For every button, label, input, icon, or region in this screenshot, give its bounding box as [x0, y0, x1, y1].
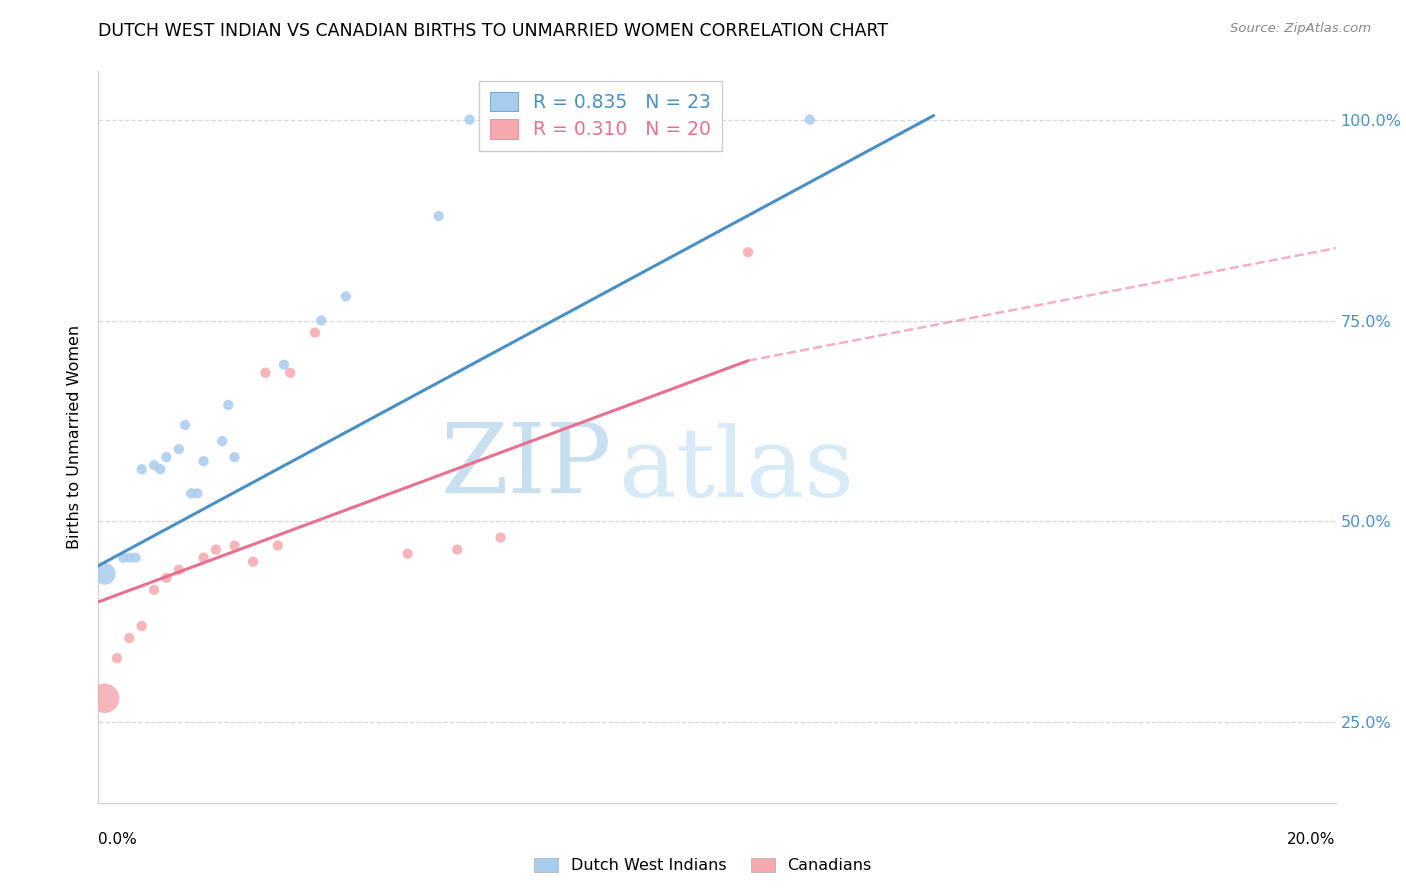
Point: [211, 434, 233, 449]
Point: [118, 550, 141, 565]
Point: [613, 112, 636, 127]
Legend: R = 0.835   N = 23, R = 0.310   N = 20: R = 0.835 N = 23, R = 0.310 N = 20: [479, 81, 723, 151]
Point: [186, 486, 208, 500]
Point: [174, 417, 197, 432]
Legend: Dutch West Indians, Canadians: Dutch West Indians, Canadians: [529, 851, 877, 880]
Point: [167, 442, 190, 457]
Point: [737, 245, 759, 260]
Point: [118, 631, 141, 645]
Point: [273, 358, 295, 372]
Point: [254, 366, 277, 380]
Point: [427, 209, 450, 223]
Point: [180, 486, 202, 500]
Point: [105, 651, 128, 665]
Point: [217, 398, 239, 412]
Point: [675, 876, 697, 890]
Point: [224, 539, 246, 553]
Point: [489, 531, 512, 545]
Point: [396, 547, 419, 561]
Point: [267, 539, 290, 553]
Y-axis label: Births to Unmarried Women: Births to Unmarried Women: [67, 325, 83, 549]
Point: [93, 691, 115, 706]
Point: [799, 112, 821, 127]
Point: [93, 566, 115, 581]
Text: atlas: atlas: [619, 423, 853, 517]
Point: [278, 366, 301, 380]
Point: [131, 462, 153, 476]
Text: DUTCH WEST INDIAN VS CANADIAN BIRTHS TO UNMARRIED WOMEN CORRELATION CHART: DUTCH WEST INDIAN VS CANADIAN BIRTHS TO …: [98, 22, 889, 40]
Point: [131, 619, 153, 633]
Point: [458, 112, 481, 127]
Point: [205, 542, 228, 557]
Point: [143, 582, 166, 597]
Point: [124, 550, 146, 565]
Point: [242, 555, 264, 569]
Point: [149, 462, 172, 476]
Text: Source: ZipAtlas.com: Source: ZipAtlas.com: [1230, 22, 1371, 36]
Text: 0.0%: 0.0%: [98, 832, 138, 847]
Text: ZIP: ZIP: [440, 419, 612, 513]
Point: [193, 550, 215, 565]
Point: [167, 563, 190, 577]
Point: [335, 289, 357, 303]
Point: [155, 450, 177, 465]
Point: [446, 542, 468, 557]
Point: [304, 326, 326, 340]
Point: [193, 454, 215, 468]
Point: [143, 458, 166, 473]
Point: [155, 571, 177, 585]
Point: [309, 313, 332, 327]
Point: [112, 550, 135, 565]
Text: 20.0%: 20.0%: [1288, 832, 1336, 847]
Point: [224, 450, 246, 465]
